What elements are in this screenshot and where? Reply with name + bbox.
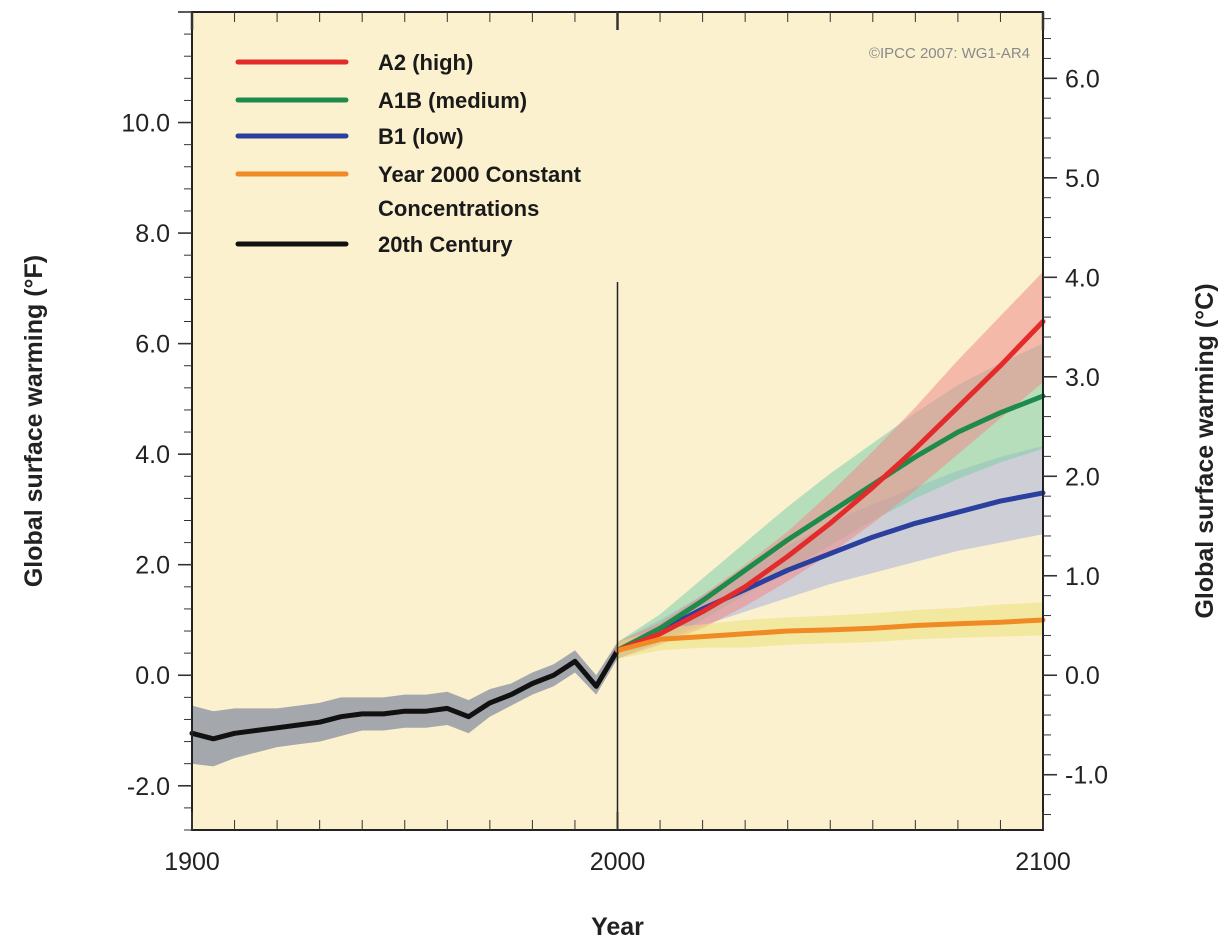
y-axis-title-left: Global surface warming (°F) <box>20 255 48 587</box>
left-tick-label: 2.0 <box>135 552 170 580</box>
line-series-1 <box>615 393 1046 653</box>
right-tick-label: 6.0 <box>1065 65 1100 93</box>
right-tick-label: -1.0 <box>1065 762 1108 790</box>
left-tick-label: 8.0 <box>135 220 170 248</box>
line-series-3 <box>615 617 1046 653</box>
legend-label: A2 (high) <box>378 50 473 75</box>
left-tick-label: 0.0 <box>135 662 170 690</box>
right-tick-label: 1.0 <box>1065 563 1100 591</box>
legend-label: 20th Century <box>378 232 513 257</box>
axis-tick-labels: -2.0 0.0 2.0 4.0 6.0 8.0 10.0 -1.0 0.0 1.0 2.0 3.0 4… <box>121 65 1108 876</box>
x-tick-label: 1900 <box>164 848 220 876</box>
series-lines <box>189 319 1046 742</box>
right-tick-label: 4.0 <box>1065 264 1100 292</box>
right-tick-label: 2.0 <box>1065 463 1100 491</box>
left-tick-label: 10.0 <box>121 110 170 138</box>
axis-ticks <box>178 11 1057 831</box>
left-tick-label: 6.0 <box>135 331 170 359</box>
legend-label: Year 2000 Constant <box>378 162 582 187</box>
right-tick-label: 5.0 <box>1065 165 1100 193</box>
line-series-4 <box>189 647 620 742</box>
right-tick-label: 3.0 <box>1065 364 1100 392</box>
legend-label: Concentrations <box>378 196 539 221</box>
left-tick-label: 4.0 <box>135 441 170 469</box>
legend-label: A1B (medium) <box>378 88 527 113</box>
right-tick-label: 0.0 <box>1065 662 1100 690</box>
band-series-4 <box>192 642 618 767</box>
y-axis-title-right: Global surface warming (°C) <box>1191 283 1219 618</box>
x-axis-title: Year <box>591 913 644 941</box>
legend-label: B1 (low) <box>378 124 464 149</box>
legend: A2 (high) A1B (medium) B1 (low) Year 2000 C… <box>235 50 582 257</box>
copyright-notice: ©IPCC 2007: WG1-AR4 <box>869 45 1030 62</box>
x-tick-label: 2000 <box>590 848 646 876</box>
line-series-0 <box>615 319 1046 653</box>
left-tick-label: -2.0 <box>127 773 170 801</box>
x-tick-label: 2100 <box>1015 848 1071 876</box>
